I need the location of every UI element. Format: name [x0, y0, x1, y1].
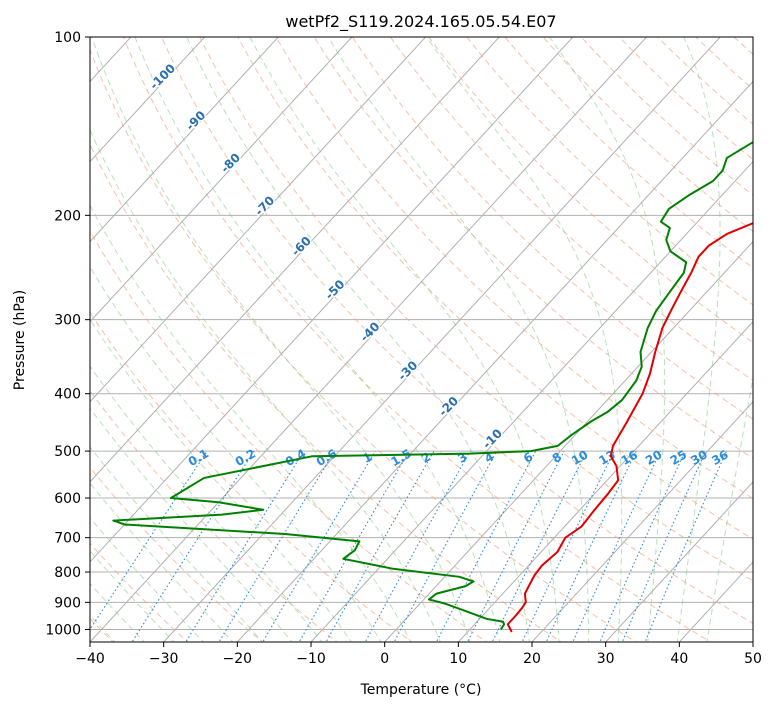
isotherm-line — [236, 80, 753, 642]
isotherm-line — [90, 37, 206, 163]
moist-adiabat — [134, 37, 501, 642]
mixing-ratio-line — [298, 450, 410, 642]
moist-adiabat — [90, 128, 441, 642]
x-tick-label: 50 — [744, 651, 762, 667]
x-tick-label: −20 — [223, 651, 253, 667]
moist-adiabat — [706, 375, 753, 642]
isotherm-line — [90, 37, 648, 642]
x-tick-label: 30 — [597, 651, 615, 667]
dry-adiabat — [160, 37, 753, 624]
moist-adiabat — [90, 204, 412, 642]
isotherm-line — [90, 37, 500, 483]
isotherm-line — [90, 37, 427, 403]
moist-adiabat — [186, 37, 530, 642]
moist-adiabat — [425, 37, 623, 642]
dewpoint-profile-line — [112, 140, 753, 630]
x-tick-label: 40 — [670, 651, 688, 667]
dry-adiabat — [90, 466, 264, 642]
y-tick-label: 700 — [54, 531, 81, 547]
dry-adiabat — [351, 37, 753, 420]
moist-adiabat — [90, 446, 264, 642]
series-layer — [112, 140, 753, 633]
x-tick-label: 10 — [449, 651, 467, 667]
y-tick-label: 1000 — [45, 622, 81, 638]
y-tick-label: 600 — [54, 491, 81, 507]
y-tick-label: 400 — [54, 387, 81, 403]
mixing-ratio-line — [262, 450, 376, 642]
y-tick-label: 300 — [54, 313, 81, 329]
dry-adiabat — [90, 48, 637, 642]
mixing-ratio-line — [644, 450, 728, 642]
dry-adiabat — [90, 542, 189, 642]
mixing-ratio-line — [521, 450, 615, 642]
y-tick-label: 900 — [54, 595, 81, 611]
x-axis-label: Temperature (°C) — [360, 682, 482, 698]
isotherm-line — [531, 401, 753, 642]
x-tick-label: −30 — [149, 651, 179, 667]
mixing-ratio-line — [185, 450, 305, 642]
y-tick-label: 800 — [54, 565, 81, 581]
moist-adiabat — [90, 365, 323, 642]
y-tick-label: 200 — [54, 208, 81, 224]
mixing-ratio-line — [90, 450, 208, 631]
reference-lines-layer — [90, 37, 753, 642]
moist-adiabat — [676, 37, 721, 642]
axis-layer: −40 −30 −20 −10 0 10 20 30 40 50 100 200 300 400 500 60… — [45, 30, 762, 667]
mixing-ratio-line — [393, 450, 498, 642]
moist-adiabat — [90, 265, 382, 642]
x-tick-label: −10 — [296, 651, 326, 667]
dry-adiabat — [313, 37, 753, 460]
grid-layer — [90, 37, 753, 642]
y-tick-label: 500 — [54, 444, 81, 460]
mixing-ratio-line — [572, 450, 662, 642]
dry-adiabat — [90, 389, 338, 642]
y-tick-label: 100 — [54, 30, 81, 46]
moist-adiabat — [91, 37, 471, 642]
dry-adiabat — [90, 143, 563, 642]
mixing-ratio-line — [545, 450, 637, 642]
moist-adiabat — [90, 482, 234, 642]
dry-adiabat — [428, 37, 753, 343]
mixing-ratio-line — [435, 450, 537, 642]
isotherm-line — [383, 240, 753, 642]
x-tick-label: 20 — [523, 651, 541, 667]
chart-title: wetPf2_S119.2024.165.05.54.E07 — [285, 12, 556, 32]
isotherm-line — [162, 37, 721, 642]
temperature-profile-line — [506, 222, 753, 633]
dry-adiabat — [122, 37, 712, 642]
moist-adiabat — [249, 37, 560, 642]
isotherm-line — [90, 37, 279, 243]
x-tick-label: 0 — [380, 651, 389, 667]
mixing-ratio-line — [131, 450, 255, 642]
y-axis-label: Pressure (hPa) — [12, 290, 28, 390]
isotherm-line — [310, 160, 753, 642]
mixing-ratio-line — [218, 450, 336, 642]
dry-adiabat — [389, 37, 753, 382]
moist-adiabat — [327, 37, 590, 642]
moist-adiabat — [548, 37, 666, 642]
plot-frame — [89, 36, 754, 643]
isotherm-line — [604, 481, 753, 642]
mixing-ratio-line — [466, 450, 565, 642]
x-tick-label: −40 — [75, 651, 105, 667]
isotherm-line — [90, 37, 353, 323]
moist-adiabat — [90, 407, 293, 642]
dry-adiabat — [90, 230, 488, 642]
dry-adiabat — [90, 311, 413, 642]
